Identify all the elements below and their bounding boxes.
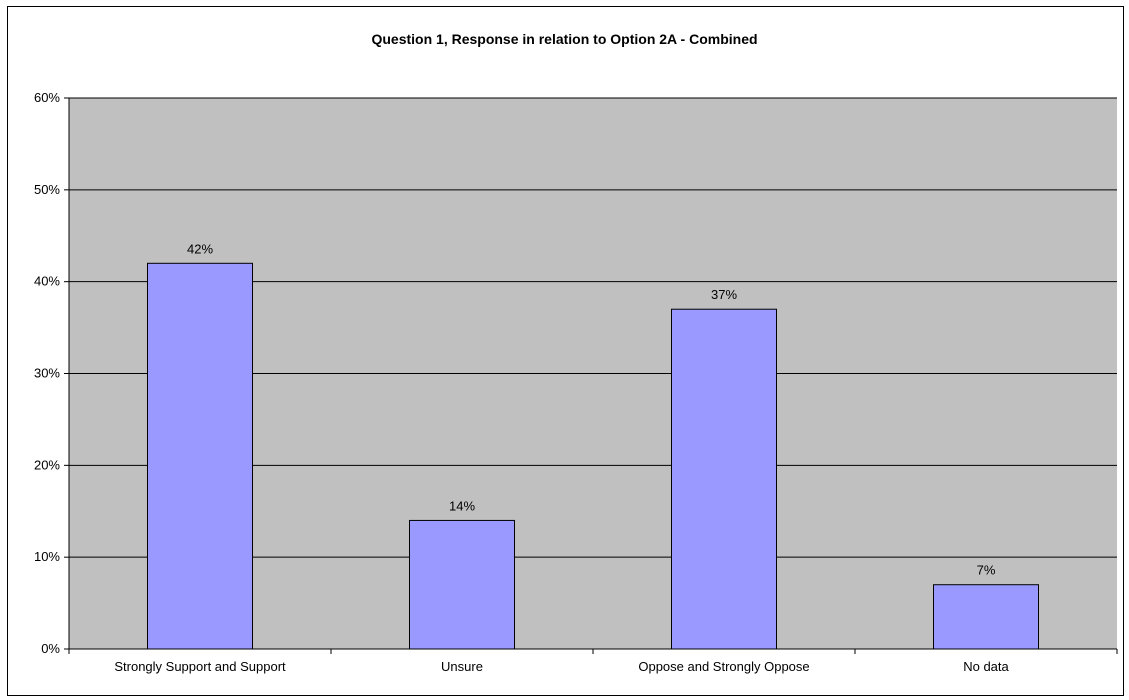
y-tick-label: 60% <box>34 90 60 105</box>
data-label: 42% <box>187 241 213 256</box>
bars <box>147 262 1039 650</box>
data-labels: 42% 14% 37% 7% <box>187 241 996 577</box>
y-tick-label: 10% <box>34 549 60 564</box>
y-tick-label: 40% <box>34 274 60 289</box>
y-tick-label: 50% <box>34 182 60 197</box>
y-tick-label: 30% <box>34 366 60 381</box>
data-label: 37% <box>711 287 737 302</box>
axes <box>68 98 1118 654</box>
x-tick-label: No data <box>963 659 1009 674</box>
chart-title: Question 1, Response in relation to Opti… <box>371 31 758 47</box>
data-label: 14% <box>449 498 475 513</box>
bar <box>409 519 515 650</box>
bar <box>933 584 1039 650</box>
y-tick-labels: 0% 10% 20% 30% 40% 50% 60% <box>34 90 60 656</box>
y-tick-label: 20% <box>34 457 60 472</box>
y-tick-label: 0% <box>41 641 60 656</box>
data-label: 7% <box>977 563 996 578</box>
bar <box>147 262 253 650</box>
x-tick-labels: Strongly Support and Support Unsure Oppose… <box>114 659 1009 674</box>
x-tick-label: Unsure <box>441 659 483 674</box>
x-tick-label: Strongly Support and Support <box>114 659 286 674</box>
x-tick-label: Oppose and Strongly Oppose <box>638 659 809 674</box>
bar <box>671 308 777 650</box>
